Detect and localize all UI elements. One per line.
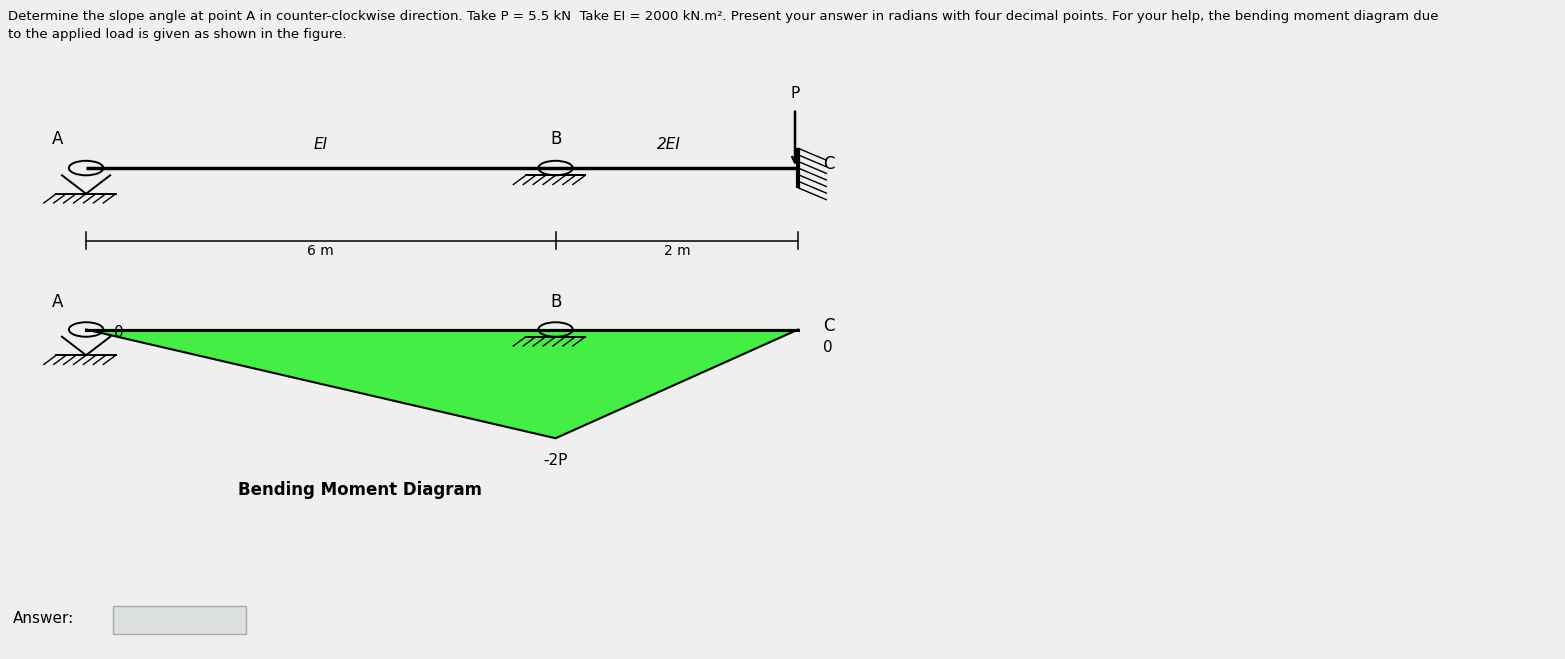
Text: Bending Moment Diagram: Bending Moment Diagram <box>238 481 482 499</box>
Text: C: C <box>823 316 834 335</box>
Text: 6 m: 6 m <box>307 244 335 258</box>
Text: to the applied load is given as shown in the figure.: to the applied load is given as shown in… <box>8 28 346 42</box>
Text: A: A <box>52 293 64 311</box>
Text: Answer:: Answer: <box>13 611 74 625</box>
Text: B: B <box>549 293 562 311</box>
Text: 2EI: 2EI <box>657 136 681 152</box>
Text: C: C <box>823 155 834 173</box>
Text: P: P <box>790 86 800 101</box>
Text: -2P: -2P <box>543 453 568 468</box>
Text: A: A <box>52 130 64 148</box>
Text: 2 m: 2 m <box>664 244 690 258</box>
Text: EI: EI <box>313 136 329 152</box>
FancyBboxPatch shape <box>113 606 246 634</box>
Text: 0: 0 <box>114 326 124 340</box>
Polygon shape <box>86 330 798 438</box>
Text: 0: 0 <box>823 341 833 355</box>
Text: Determine the slope angle at point A in counter-clockwise direction. Take P = 5.: Determine the slope angle at point A in … <box>8 10 1438 23</box>
Text: B: B <box>549 130 562 148</box>
